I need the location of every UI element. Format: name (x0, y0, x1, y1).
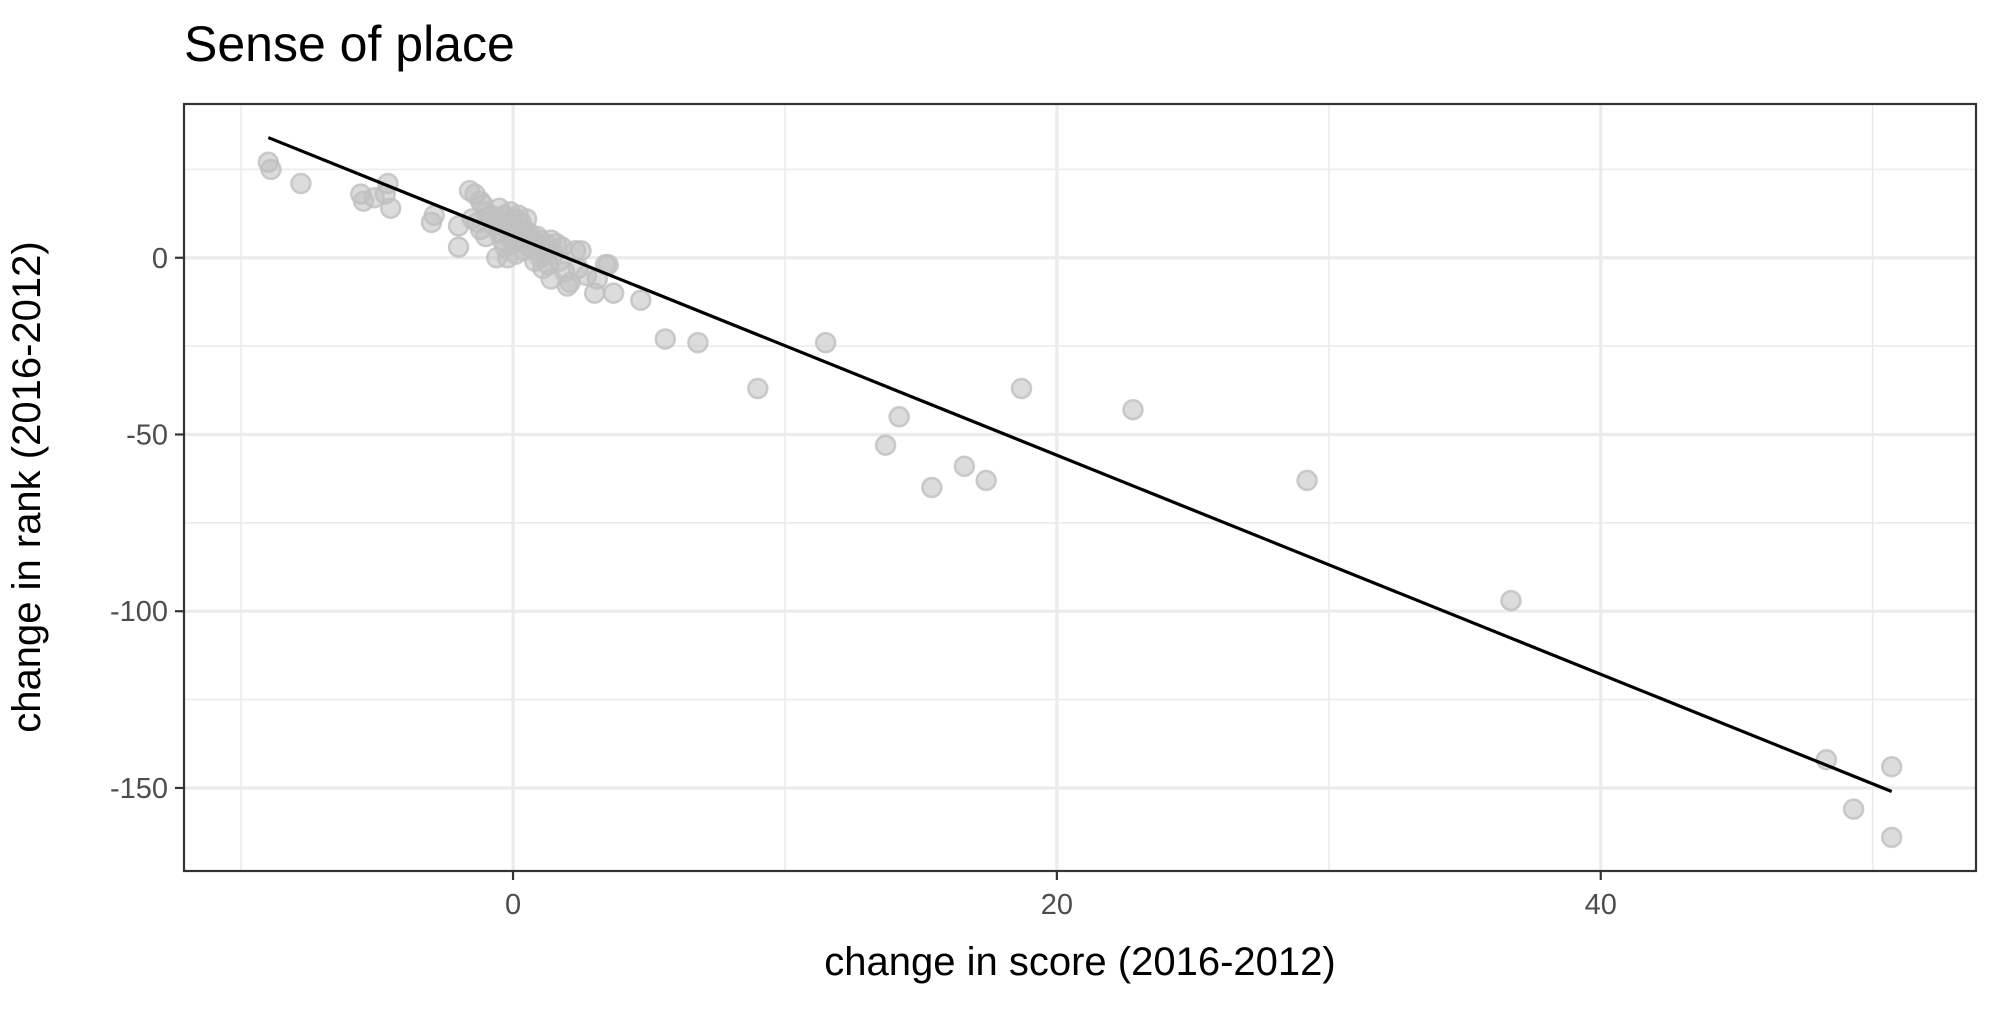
y-tick-label: -100 (110, 596, 168, 628)
y-axis-title: change in rank (2016-2012) (5, 241, 49, 732)
data-point (1880, 755, 1903, 778)
regression-line-layer (267, 136, 1893, 793)
data-point (1122, 398, 1144, 421)
data-point (921, 476, 943, 499)
data-point (747, 377, 769, 400)
data-point (447, 236, 470, 258)
data-point (290, 172, 312, 195)
x-axis-title: change in score (2016-2012) (824, 940, 1335, 984)
data-point (630, 289, 652, 311)
y-tick-label: -150 (110, 773, 168, 805)
y-tick-label: 0 (152, 243, 168, 275)
data-point (1010, 377, 1033, 400)
minor-gridlines (184, 104, 1976, 871)
regression-line (267, 136, 1893, 793)
x-axis: 0 20 40 (505, 871, 1617, 921)
data-point (953, 455, 976, 478)
data-point (874, 434, 897, 456)
panel-border (182, 102, 1978, 873)
data-point (1296, 469, 1318, 492)
data-points (257, 151, 1903, 849)
data-point (1880, 826, 1903, 849)
data-point (814, 331, 837, 354)
chart-title: Sense of place (184, 16, 515, 72)
y-axis: 0 -50 -100 -150 (110, 243, 184, 805)
data-point (654, 328, 677, 350)
data-point (975, 469, 997, 492)
y-tick-label: -50 (126, 419, 168, 451)
plot-panel (182, 102, 1978, 873)
data-point (602, 282, 625, 304)
data-point (1500, 589, 1522, 612)
data-point (379, 197, 402, 220)
data-point (260, 158, 282, 181)
data-point (1842, 798, 1865, 820)
x-tick-label: 40 (1585, 889, 1617, 921)
x-tick-label: 20 (1041, 889, 1073, 921)
data-point (570, 239, 592, 262)
data-point (687, 331, 709, 354)
data-point (888, 406, 910, 428)
x-tick-label: 0 (505, 889, 521, 921)
